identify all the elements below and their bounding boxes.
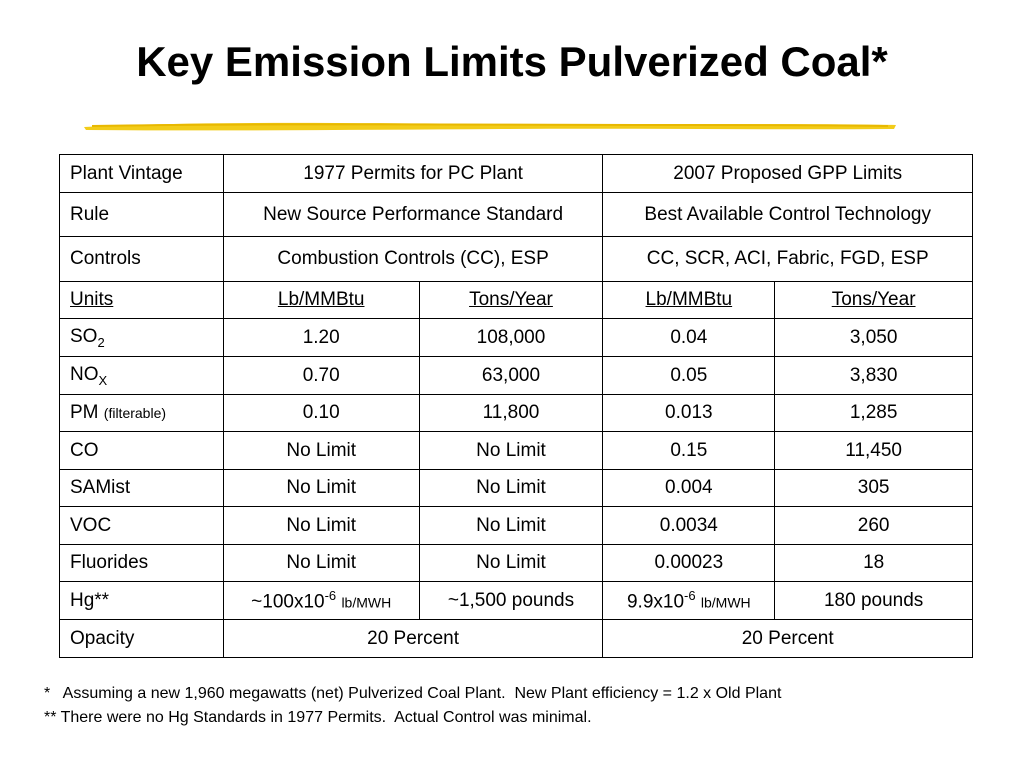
footnote-2: ** There were no Hg Standards in 1977 Pe… [44, 709, 592, 726]
row-label: SAMist [59, 469, 224, 507]
title-underline-decoration [84, 122, 896, 131]
row-label: NOX [59, 356, 224, 395]
unit-header: Lb/MMBtu [602, 281, 776, 319]
row-label: CO [59, 431, 224, 470]
table-cell: 0.05 [602, 356, 776, 395]
table-row-co: CO No Limit No Limit 0.15 11,450 [59, 431, 973, 470]
value-unit: lb/MWH [700, 594, 751, 611]
table-cell: 0.0034 [602, 506, 776, 545]
table-cell: 108,000 [418, 318, 604, 357]
table-cell: 260 [774, 506, 973, 545]
row-label: Units [59, 281, 224, 319]
pollutant-name: SO [70, 325, 98, 347]
row-label: Plant Vintage [59, 154, 224, 193]
table-row-so2: SO2 1.20 108,000 0.04 3,050 [59, 318, 973, 357]
table-cell: 63,000 [418, 356, 604, 395]
table-row-plant-vintage: Plant Vintage 1977 Permits for PC Plant … [59, 154, 973, 193]
table-row-units: Units Lb/MMBtu Tons/Year Lb/MMBtu Tons/Y… [59, 281, 973, 319]
row-label: Hg** [59, 581, 224, 620]
table-row-voc: VOC No Limit No Limit 0.0034 260 [59, 506, 973, 545]
column-header-2007: 2007 Proposed GPP Limits [602, 154, 973, 193]
table-cell: 0.04 [602, 318, 776, 357]
row-label: Fluorides [59, 544, 224, 582]
column-header-1977: 1977 Permits for PC Plant [222, 154, 604, 193]
table-cell: No Limit [418, 506, 604, 545]
table-cell: No Limit [418, 544, 604, 582]
table-cell: No Limit [222, 469, 420, 507]
table-row-hg: Hg** ~100x10-6 lb/MWH ~1,500 pounds 9.9x… [59, 581, 973, 620]
table-cell: 0.013 [602, 394, 776, 432]
footnote-1: * Assuming a new 1,960 megawatts (net) P… [44, 685, 782, 702]
pollutant-note: (filterable) [103, 405, 167, 421]
table-cell: 0.00023 [602, 544, 776, 582]
row-label: VOC [59, 506, 224, 545]
row-label: Rule [59, 192, 224, 237]
table-row-rule: Rule New Source Performance Standard Bes… [59, 192, 973, 237]
table-cell: No Limit [418, 431, 604, 470]
table-cell: New Source Performance Standard [222, 192, 604, 237]
pollutant-subscript: 2 [97, 334, 105, 350]
table-cell: No Limit [222, 431, 420, 470]
footnotes: * Assuming a new 1,960 megawatts (net) P… [44, 682, 1004, 730]
unit-header: Tons/Year [774, 281, 973, 319]
table-cell: Best Available Control Technology [602, 192, 973, 237]
table-cell: 9.9x10-6 lb/MWH [602, 581, 776, 620]
table-row-nox: NOX 0.70 63,000 0.05 3,830 [59, 356, 973, 395]
table-cell: 11,800 [418, 394, 604, 432]
table-cell: 180 pounds [774, 581, 973, 620]
row-label: Controls [59, 236, 224, 282]
table-cell: No Limit [418, 469, 604, 507]
row-label: Opacity [59, 619, 224, 658]
table-cell: 0.004 [602, 469, 776, 507]
value-base: ~100x10 [251, 591, 325, 613]
table-row-opacity: Opacity 20 Percent 20 Percent [59, 619, 973, 658]
table-cell: ~1,500 pounds [418, 581, 604, 620]
table-cell: 3,830 [774, 356, 973, 395]
table-cell: 11,450 [774, 431, 973, 470]
pollutant-subscript: X [98, 372, 108, 388]
table-cell: 0.70 [222, 356, 420, 395]
table-cell: 20 Percent [602, 619, 973, 658]
table-cell: 20 Percent [222, 619, 604, 658]
pollutant-name: NO [70, 363, 99, 385]
table-cell: 1,285 [774, 394, 973, 432]
value-unit: lb/MWH [341, 594, 392, 611]
table-cell: CC, SCR, ACI, Fabric, FGD, ESP [602, 236, 973, 282]
table-cell: 305 [774, 469, 973, 507]
row-label: PM (filterable) [59, 394, 224, 432]
table-cell: 0.10 [222, 394, 420, 432]
table-cell: Combustion Controls (CC), ESP [222, 236, 604, 282]
table-cell: 18 [774, 544, 973, 582]
unit-header: Tons/Year [418, 281, 604, 319]
table-cell: ~100x10-6 lb/MWH [222, 581, 420, 620]
emission-limits-table: Plant Vintage 1977 Permits for PC Plant … [59, 154, 973, 658]
row-label: SO2 [59, 318, 224, 357]
table-cell: No Limit [222, 544, 420, 582]
value-exponent: -6 [684, 587, 696, 603]
table-row-controls: Controls Combustion Controls (CC), ESP C… [59, 236, 973, 282]
table-row-pm: PM (filterable) 0.10 11,800 0.013 1,285 [59, 394, 973, 432]
table-cell: No Limit [222, 506, 420, 545]
table-row-fluorides: Fluorides No Limit No Limit 0.00023 18 [59, 544, 973, 582]
slide-title: Key Emission Limits Pulverized Coal* [136, 38, 888, 85]
unit-header: Lb/MMBtu [222, 281, 420, 319]
pollutant-name: PM [70, 402, 99, 423]
table-cell: 0.15 [602, 431, 776, 470]
value-base: 9.9x10 [626, 591, 685, 613]
table-row-samist: SAMist No Limit No Limit 0.004 305 [59, 469, 973, 507]
value-exponent: -6 [324, 587, 337, 603]
table-cell: 1.20 [222, 318, 420, 357]
table-cell: 3,050 [774, 318, 973, 357]
